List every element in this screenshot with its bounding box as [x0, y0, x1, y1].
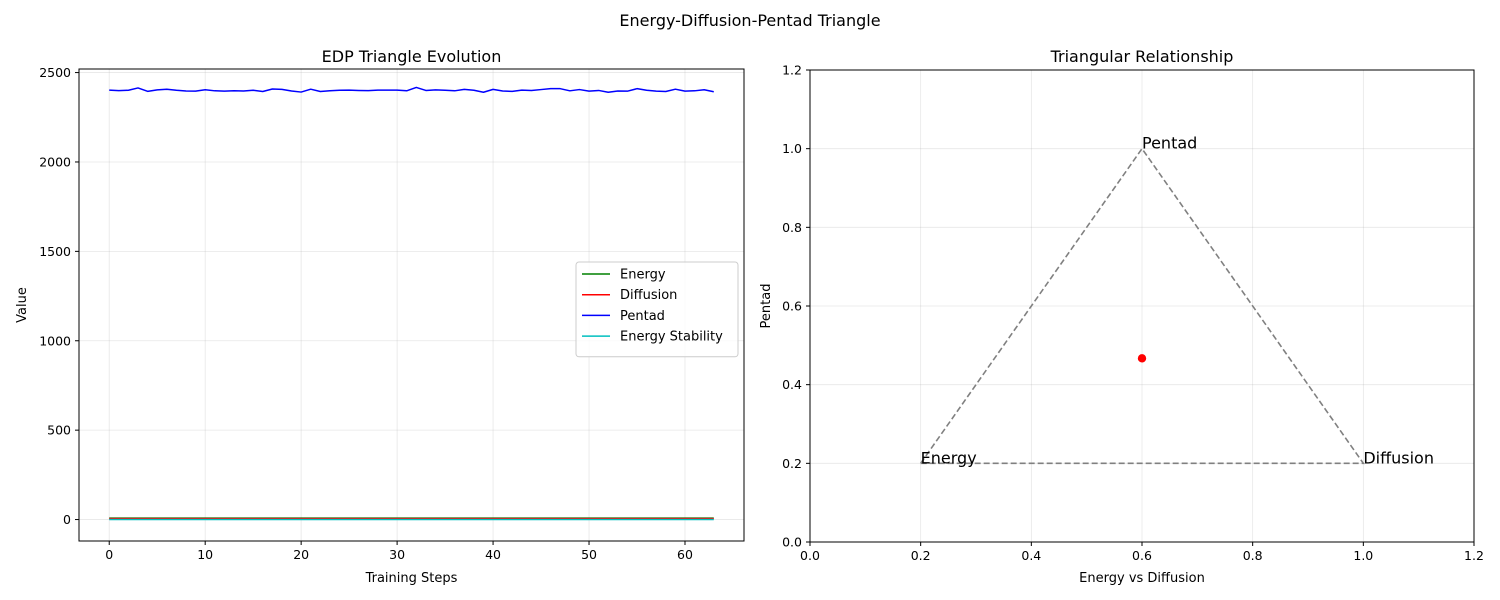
vertex-label-diffusion: Diffusion	[1363, 448, 1434, 467]
right-x-tick-label: 0.6	[1132, 548, 1152, 563]
right-y-tick-label: 1.0	[782, 141, 802, 156]
legend-entry-label: Energy Stability	[620, 330, 723, 345]
legend-box	[575, 261, 739, 358]
right-x-tick-label: 0.4	[1021, 548, 1041, 563]
right-x-tick-label: 0.8	[1243, 548, 1263, 563]
triangle-dashed-outline	[920, 147, 1365, 465]
left-chart-title: EDP Triangle Evolution	[322, 47, 502, 66]
right-y-tick-label: 0.8	[782, 220, 802, 235]
triangle-outline: Energy Diffusion Pentad	[920, 134, 1434, 467]
right-y-axis-label: Pentad	[759, 284, 774, 329]
left-y-tick-label: 1500	[39, 244, 71, 259]
right-plot-frame	[809, 69, 1475, 543]
left-x-axis-label: Training Steps	[365, 571, 458, 586]
figure-suptitle: Energy-Diffusion-Pentad Triangle	[619, 11, 880, 30]
legend-entry-label: Pentad	[620, 309, 665, 324]
legend-entry-label: Energy	[620, 268, 666, 283]
left-x-tick-label: 60	[677, 547, 693, 562]
left-plot-frame	[78, 68, 745, 542]
right-x-tick-label: 0.0	[800, 548, 820, 563]
left-x-tick-label: 0	[105, 547, 113, 562]
legend: Energy Diffusion Pentad Energy Stability	[575, 261, 739, 358]
left-y-tick-label: 2000	[39, 154, 71, 169]
line-chart-edp-evolution: 0 10 20 30 40 50 60 0 500 1000 1500 2000 2500 EDP Tr…	[15, 47, 745, 586]
left-x-tick-label: 10	[197, 547, 213, 562]
left-y-axis-label: Value	[15, 287, 30, 323]
left-y-tick-label: 500	[47, 423, 71, 438]
right-x-tick-label: 1.0	[1353, 548, 1373, 563]
right-points	[1137, 354, 1147, 363]
left-x-tick-label: 30	[389, 547, 405, 562]
right-y-tick-label: 0.2	[782, 456, 802, 471]
right-x-tick-label: 0.2	[911, 548, 931, 563]
left-y-tick-label: 2500	[39, 65, 71, 80]
left-x-tick-label: 40	[485, 547, 501, 562]
right-x-tick-label: 1.2	[1464, 548, 1484, 563]
right-ticks: 0.0 0.2 0.4 0.6 0.8 1.0 1.2 0.0 0.2 0.4 0.6 0.8 1.0 1…	[782, 63, 1484, 564]
left-y-tick-label: 0	[63, 512, 71, 527]
scatter-point	[1137, 354, 1147, 363]
left-ticks: 0 10 20 30 40 50 60 0 500 1000 1500 2000 2500	[39, 65, 693, 562]
vertex-label-pentad: Pentad	[1142, 134, 1197, 153]
left-x-tick-label: 50	[581, 547, 597, 562]
legend-entry-label: Diffusion	[620, 288, 677, 303]
series-line-pentad	[109, 86, 714, 93]
right-chart-title: Triangular Relationship	[1050, 47, 1234, 66]
right-y-tick-label: 1.2	[782, 63, 802, 78]
right-y-tick-label: 0.6	[782, 299, 802, 314]
left-series-group	[109, 86, 714, 521]
left-x-tick-label: 20	[293, 547, 309, 562]
scatter-chart-triangular-relationship: Energy Diffusion Pentad 0.0 0.2 0.4 0.6 0.8 1.0…	[759, 47, 1484, 586]
vertex-label-energy: Energy	[921, 448, 977, 467]
right-y-tick-label: 0.4	[782, 377, 802, 392]
right-y-tick-label: 0.0	[782, 535, 802, 550]
right-x-axis-label: Energy vs Diffusion	[1079, 571, 1205, 586]
left-y-tick-label: 1000	[39, 333, 71, 348]
